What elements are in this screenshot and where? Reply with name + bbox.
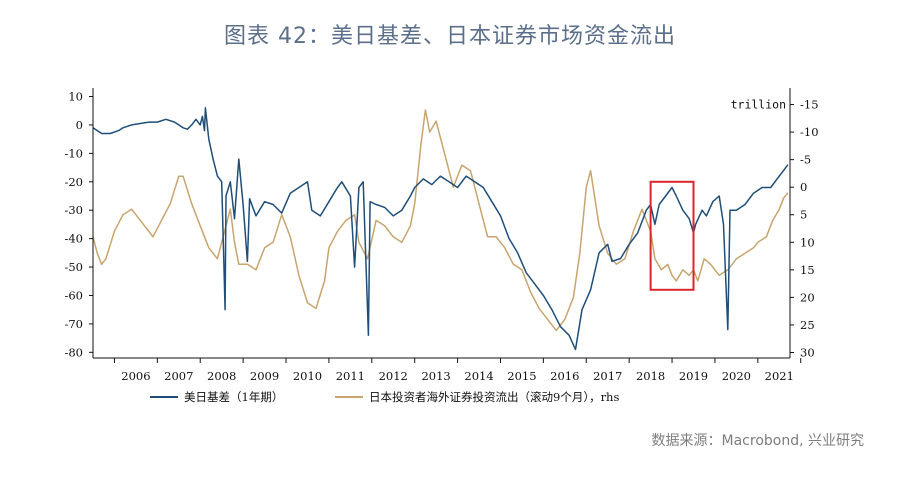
right-tick-label: 30 xyxy=(800,345,815,359)
left-tick-label: -20 xyxy=(64,175,83,189)
x-tick-label: 2014 xyxy=(464,369,493,383)
right-tick-label: -10 xyxy=(800,125,819,139)
x-tick-label: 2012 xyxy=(379,369,408,383)
left-tick-label: -40 xyxy=(64,232,83,246)
left-tick-label: -10 xyxy=(64,146,83,160)
left-tick-label: 10 xyxy=(68,90,83,104)
right-tick-label: 5 xyxy=(800,208,807,222)
right-axis-unit-label: trillion xyxy=(731,98,786,112)
legend-label-outflow: 日本投资者海外证券投资流出（滚动9个月），rhs xyxy=(369,390,619,404)
x-tick-label: 2018 xyxy=(636,369,665,383)
right-tick-label: 0 xyxy=(800,180,807,194)
source-note: 数据来源：Macrobond, 兴业研究 xyxy=(651,433,864,449)
left-tick-label: -60 xyxy=(64,288,83,302)
left-tick-label: -30 xyxy=(64,203,83,217)
x-tick-label: 2019 xyxy=(679,369,708,383)
series-layer xyxy=(92,107,789,351)
x-tick-label: 2013 xyxy=(421,369,450,383)
highlight-box xyxy=(649,180,695,291)
series-outflow-line xyxy=(92,109,789,332)
x-tick-label: 2017 xyxy=(593,369,622,383)
right-tick-label: -5 xyxy=(800,153,811,167)
series-basis-line xyxy=(92,107,789,351)
x-tick-label: 2011 xyxy=(336,369,365,383)
x-tick-label: 2008 xyxy=(207,369,236,383)
left-tick-label: -80 xyxy=(64,345,83,359)
right-tick-label: 15 xyxy=(800,263,815,277)
right-tick-label: 20 xyxy=(800,290,815,304)
left-tick-label: -70 xyxy=(64,317,83,331)
left-tick-label: 0 xyxy=(76,118,83,132)
x-tick-label: 2015 xyxy=(507,369,536,383)
axes: 100-10-20-30-40-50-60-70-80-15-10-505101… xyxy=(64,88,819,383)
legend: 美日基差（1年期） 日本投资者海外证券投资流出（滚动9个月），rhs xyxy=(150,390,619,404)
right-tick-label: 10 xyxy=(800,235,815,249)
right-tick-label: -15 xyxy=(800,98,819,112)
x-tick-label: 2016 xyxy=(550,369,579,383)
legend-label-basis: 美日基差（1年期） xyxy=(184,390,283,404)
right-tick-label: 25 xyxy=(800,318,815,332)
x-tick-label: 2020 xyxy=(722,369,751,383)
x-tick-label: 2006 xyxy=(121,369,150,383)
chart-title: 图表 42：美日基差、日本证券市场资金流出 xyxy=(224,24,676,49)
x-tick-label: 2021 xyxy=(765,369,794,383)
left-tick-label: -50 xyxy=(64,260,83,274)
x-tick-label: 2007 xyxy=(164,369,193,383)
x-tick-label: 2009 xyxy=(250,369,279,383)
x-tick-label: 2010 xyxy=(293,369,322,383)
